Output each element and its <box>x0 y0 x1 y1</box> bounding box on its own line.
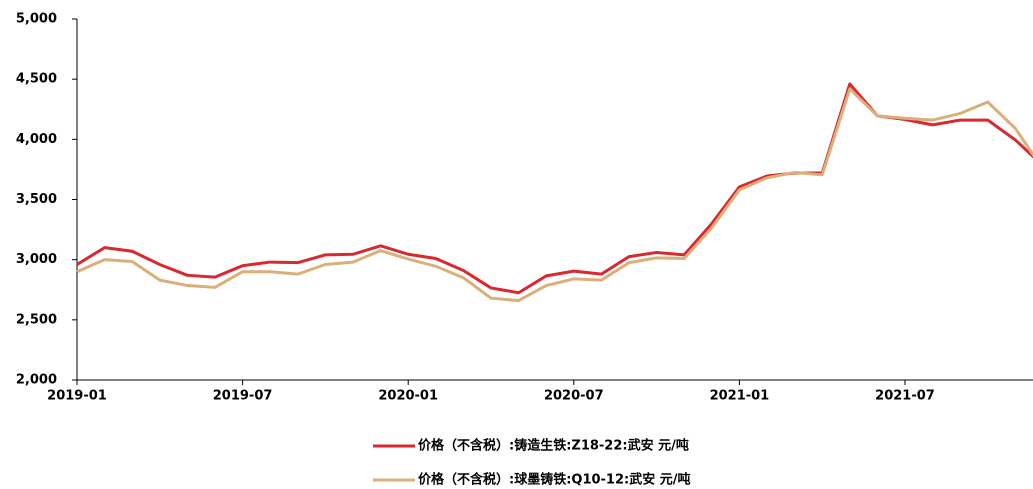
x-tick-label: 2021-07 <box>875 389 935 404</box>
x-tick-label: 2019-01 <box>47 389 107 404</box>
y-tick-label: 2,000 <box>16 373 57 388</box>
x-tick-label: 2019-07 <box>213 389 273 404</box>
x-tick-label: 2021-01 <box>710 389 770 404</box>
series-line <box>76 87 1033 303</box>
x-tick-label: 2020-01 <box>378 389 438 404</box>
legend-label: 价格（不含税）:铸造生铁:Z18-22:武安 元/吨 <box>418 438 689 454</box>
y-tick-label: 4,500 <box>16 72 57 87</box>
y-tick-label: 5,000 <box>16 12 57 27</box>
x-tick-label: 2020-07 <box>544 389 604 404</box>
legend-label: 价格（不含税）:球墨铸铁:Q10-12:武安 元/吨 <box>418 472 691 488</box>
y-tick-label: 2,500 <box>16 312 57 327</box>
series-line <box>76 82 1033 295</box>
y-tick-label: 4,000 <box>16 132 57 147</box>
y-tick-label: 3,000 <box>16 252 57 267</box>
y-tick-label: 3,500 <box>16 192 57 207</box>
